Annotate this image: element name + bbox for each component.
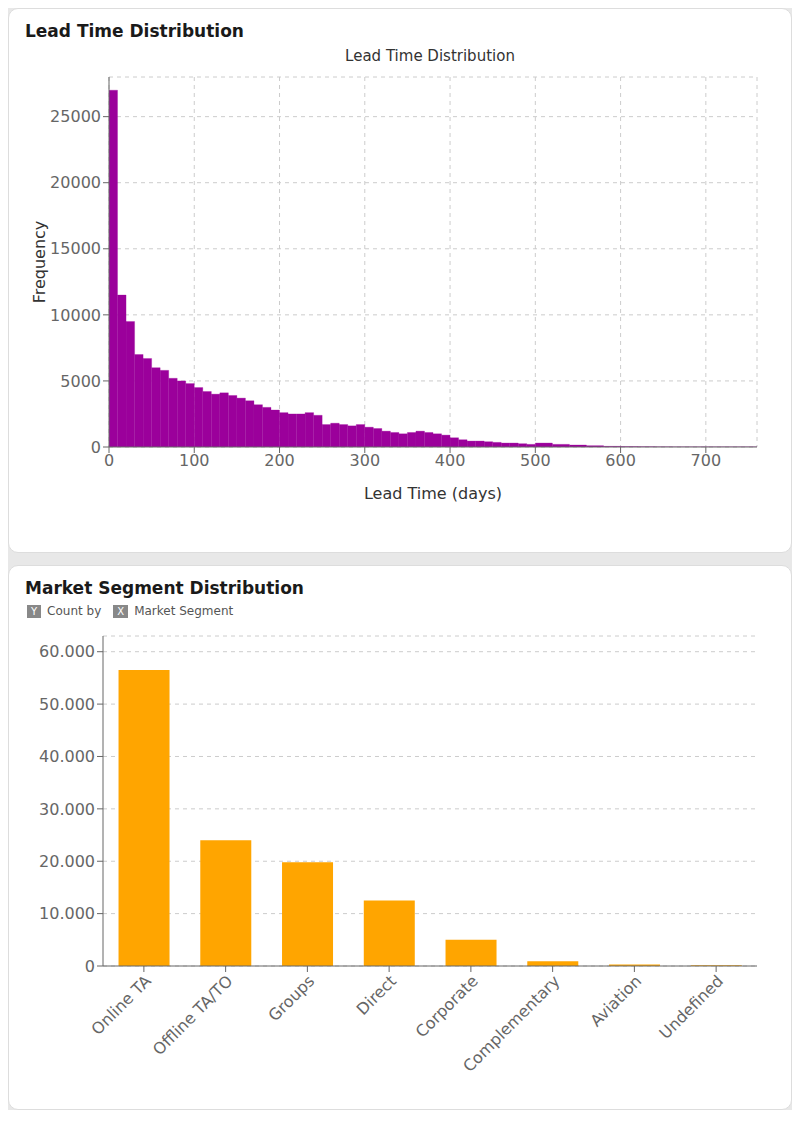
- svg-text:700: 700: [691, 451, 722, 470]
- html-text:Lead Time Distribution: Lead Time Distribution: [345, 47, 515, 65]
- html-text:Y: Y: [31, 605, 38, 617]
- svg-text:100: 100: [179, 451, 210, 470]
- svg-text:Corporate: Corporate: [412, 971, 482, 1041]
- svg-text:300: 300: [350, 451, 381, 470]
- svg-text:0: 0: [85, 957, 95, 976]
- svg-text:25000: 25000: [50, 107, 101, 126]
- svg-text:0: 0: [91, 438, 101, 457]
- svg-text:50.000: 50.000: [39, 695, 95, 714]
- svg-text:Complementary: Complementary: [459, 971, 563, 1075]
- html-text:Market Segment Distribution: Market Segment Distribution: [25, 578, 304, 598]
- svg-text:0: 0: [104, 451, 114, 470]
- svg-text:600: 600: [605, 451, 636, 470]
- html-text:Lead Time Distribution: Lead Time Distribution: [25, 21, 244, 41]
- svg-text:Frequency: Frequency: [30, 221, 49, 304]
- svg-text:20.000: 20.000: [39, 852, 95, 871]
- svg-text:400: 400: [435, 451, 466, 470]
- html-text:X: X: [117, 605, 125, 617]
- svg-text:Direct: Direct: [353, 971, 400, 1018]
- svg-text:30.000: 30.000: [39, 800, 95, 819]
- svg-text:Undefined: Undefined: [656, 971, 727, 1042]
- svg-text:Online TA: Online TA: [87, 971, 154, 1038]
- svg-text:15000: 15000: [50, 239, 101, 258]
- html-text:Count by: Count by: [47, 604, 102, 618]
- svg-text:40.000: 40.000: [39, 747, 95, 766]
- svg-text:Lead Time (days): Lead Time (days): [364, 484, 502, 503]
- svg-text:20000: 20000: [50, 173, 101, 192]
- svg-text:5000: 5000: [60, 372, 101, 391]
- svg-text:Offline TA/TO: Offline TA/TO: [149, 971, 237, 1059]
- svg-text:Groups: Groups: [264, 971, 318, 1025]
- svg-text:Aviation: Aviation: [586, 971, 645, 1030]
- svg-text:10000: 10000: [50, 306, 101, 325]
- svg-text:10.000: 10.000: [39, 904, 95, 923]
- html-text:Market Segment: Market Segment: [134, 604, 234, 618]
- svg-text:200: 200: [264, 451, 295, 470]
- svg-text:60.000: 60.000: [39, 642, 95, 661]
- svg-text:500: 500: [520, 451, 551, 470]
